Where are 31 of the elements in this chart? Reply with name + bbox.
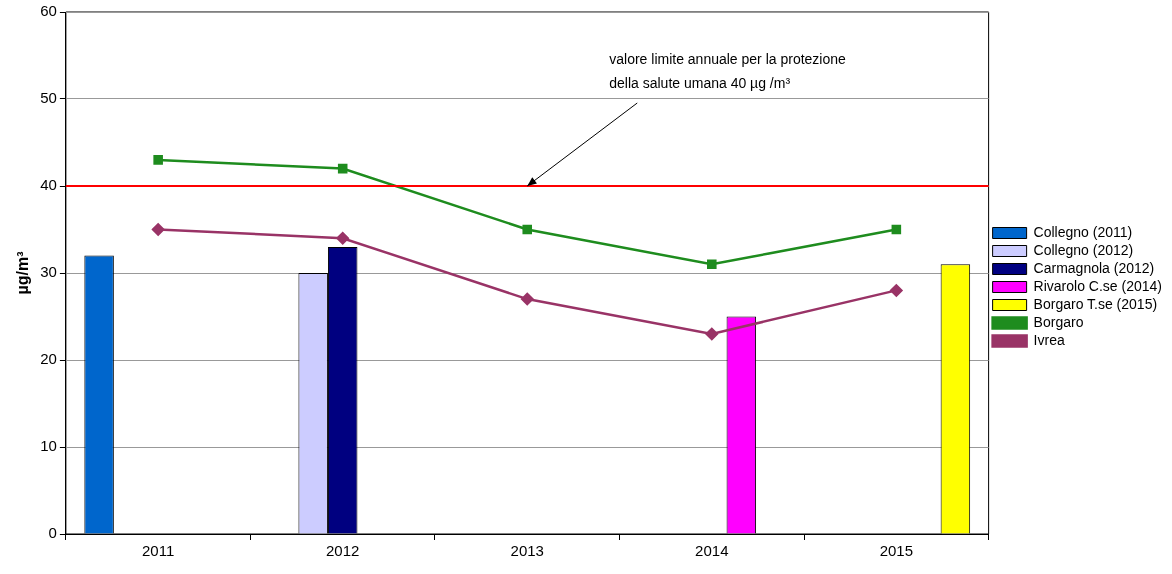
- point: [337, 163, 348, 174]
- x-tick-label: 2011: [142, 542, 175, 560]
- legend-label: Rivarolo C.se (2014): [1033, 277, 1162, 294]
- point: [891, 224, 902, 235]
- legend-label: Carmagnola (2012): [1033, 259, 1155, 276]
- y-tick-label: 60: [40, 2, 57, 20]
- y-axis-title: µg/m³: [14, 251, 32, 295]
- x-tick-label: 2015: [879, 542, 914, 560]
- legend-label: Borgaro T.se (2015): [1033, 295, 1158, 312]
- point: [707, 259, 717, 270]
- y-tick-label: 0: [48, 524, 57, 542]
- x-tick-label: 2012: [326, 542, 360, 560]
- x-tick-label: 2013: [510, 542, 544, 560]
- point: [336, 231, 349, 245]
- point: [151, 223, 165, 236]
- point: [521, 292, 534, 306]
- y-tick-label: 40: [40, 176, 57, 194]
- y-tick-label: 20: [40, 350, 57, 368]
- y-tick-label: 10: [40, 437, 57, 455]
- point: [522, 224, 533, 235]
- annotation: valore limite annuale per la protezione della salute umana 40 µg /m³: [609, 51, 847, 91]
- legend-label: Collegno (2011): [1033, 223, 1133, 240]
- point: [153, 155, 163, 165]
- legend-label: Ivrea: [1033, 331, 1065, 348]
- point: [890, 284, 903, 297]
- point: [705, 327, 719, 341]
- x-tick-label: 2014: [695, 542, 729, 560]
- y-tick-label: 30: [40, 263, 57, 281]
- y-tick-label: 50: [40, 89, 57, 107]
- legend-label: Collegno (2012): [1033, 241, 1134, 258]
- legend-label: Borgaro: [1033, 313, 1084, 330]
